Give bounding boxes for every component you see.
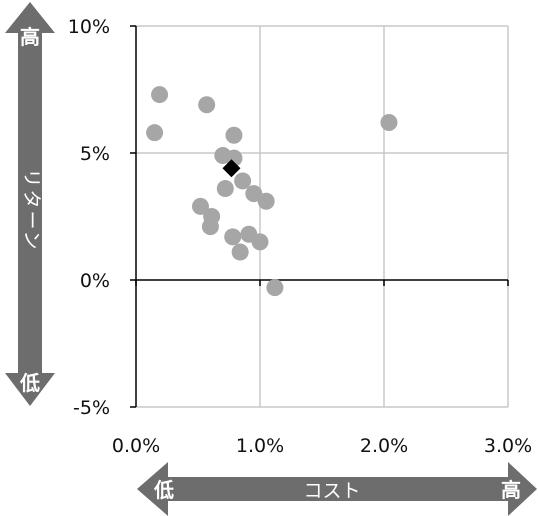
x-tick-label: 1.0% xyxy=(236,435,284,457)
data-point xyxy=(198,96,216,114)
data-point xyxy=(216,180,234,198)
x-axis-label: コスト xyxy=(303,480,360,502)
x-axis-arrow: 低 コスト 高 xyxy=(137,462,537,516)
data-point xyxy=(225,126,243,144)
data-points xyxy=(146,86,398,297)
data-point xyxy=(380,114,398,132)
y-low-label: 低 xyxy=(19,371,40,395)
data-point xyxy=(245,185,263,203)
y-axis-label: リターン xyxy=(21,168,43,251)
x-axis-arrow-shape xyxy=(137,462,537,516)
data-point xyxy=(234,172,252,190)
data-point-diamond xyxy=(222,159,241,178)
y-tick-label: 10% xyxy=(68,16,110,38)
data-point xyxy=(191,197,209,215)
y-tick-label: 0% xyxy=(80,270,110,292)
y-axis-arrow-shape xyxy=(5,2,55,406)
axes xyxy=(130,25,509,408)
data-point xyxy=(231,243,249,261)
data-point xyxy=(251,233,269,251)
data-point xyxy=(146,124,164,142)
x-high-label: 高 xyxy=(501,478,521,502)
data-point xyxy=(257,192,275,210)
x-low-label: 低 xyxy=(153,478,174,502)
y-axis-arrow: 高 リターン 低 xyxy=(5,2,55,406)
x-tick-label: 2.0% xyxy=(360,435,408,457)
data-point xyxy=(224,228,242,246)
gridlines xyxy=(136,25,509,408)
x-tick-label: 3.0% xyxy=(484,435,532,457)
y-high-label: 高 xyxy=(20,25,40,49)
y-tick-labels: 10% 5% 0% -5% xyxy=(68,16,110,419)
x-tick-labels: 0.0% 1.0% 2.0% 3.0% xyxy=(112,435,532,457)
x-tick-label: 0.0% xyxy=(112,435,160,457)
data-point xyxy=(201,218,219,236)
data-point xyxy=(266,279,284,297)
y-tick-label: -5% xyxy=(73,397,110,419)
data-point xyxy=(151,86,169,104)
y-tick-label: 5% xyxy=(80,143,110,165)
